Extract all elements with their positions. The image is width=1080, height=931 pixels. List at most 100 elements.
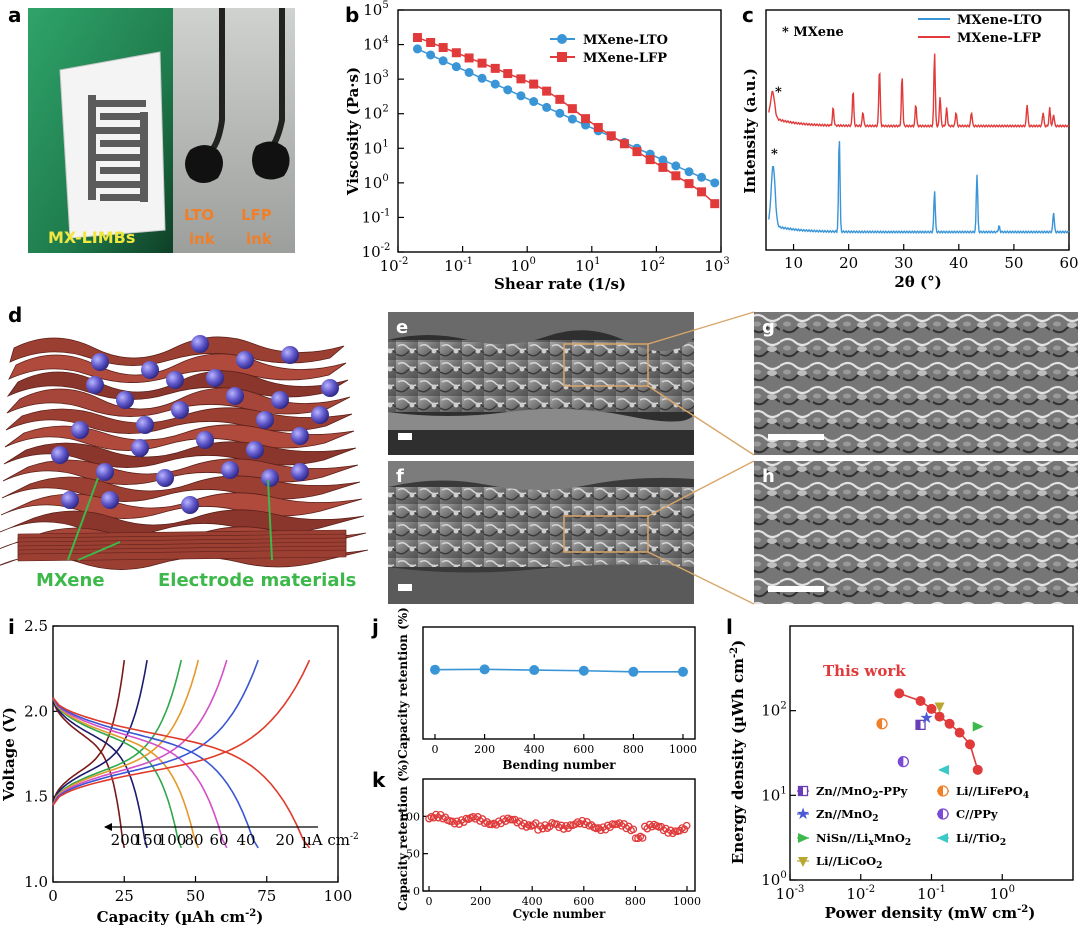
k-point <box>457 816 466 824</box>
b-point-MXene-LFP <box>645 155 655 165</box>
electrode-particle <box>311 406 329 424</box>
electrode-particle <box>256 411 274 429</box>
j-xtick-label: 600 <box>573 743 594 756</box>
chart-k-xlabel: Cycle number <box>513 907 606 921</box>
i-charge-curve-20 <box>52 659 311 806</box>
panel-a-photo: MX-LIMBs LTO ink LFP ink <box>28 8 295 253</box>
l-legend-label: Zn//MnO2 <box>816 807 879 824</box>
b-ytick-label: 102 <box>363 104 388 123</box>
b-point-MXene-LTO <box>710 178 720 188</box>
i-current-label: 80 <box>184 831 203 849</box>
chart-l-ylabel: Energy density (µWh cm-2) <box>729 640 747 864</box>
i-xtick-label: 0 <box>48 887 58 905</box>
b-point-MXene-LTO <box>438 56 448 66</box>
b-point-MXene-LFP <box>632 147 642 157</box>
c-xtick-label: 30 <box>894 254 913 272</box>
scale-bar-e <box>398 433 412 440</box>
b-ytick-label: 103 <box>363 69 388 88</box>
panel-label-i: i <box>8 615 15 639</box>
j-point <box>430 664 440 675</box>
l-xtick-label: 10-1 <box>917 884 946 903</box>
b-xtick-label: 10-1 <box>444 256 473 275</box>
l-ytick-label: 100 <box>761 870 786 889</box>
electrode-particle <box>281 346 299 364</box>
l-legend-label: C//PPy <box>956 807 998 821</box>
chart-j-frame <box>422 626 696 740</box>
k-xtick-label: 0 <box>426 895 433 908</box>
k-point <box>515 817 524 826</box>
b-point-MXene-LFP <box>464 53 474 63</box>
k-point <box>455 820 464 828</box>
b-point-MXene-LFP <box>606 131 616 141</box>
chart-b-frame <box>397 9 722 253</box>
electrode-particle <box>96 463 114 481</box>
b-ytick-label: 100 <box>363 173 388 192</box>
j-point <box>628 666 639 677</box>
mxene-pointer <box>67 477 99 561</box>
b-point-MXene-LFP <box>426 37 436 47</box>
b-point-MXene-LFP <box>684 179 694 189</box>
i-xtick-label: 50 <box>186 887 205 905</box>
legend-label-lto: MXene-LTO <box>583 33 668 48</box>
j-xtick-label: 200 <box>474 743 495 756</box>
i-current-label: 60 <box>209 831 228 849</box>
i-xtick-label: 100 <box>324 887 353 905</box>
panel-h-sem <box>754 461 1078 604</box>
l-legend-label: Zn//MnO2-PPy <box>816 784 908 801</box>
chart-c-ylabel: Intensity (a.u.) <box>741 68 759 194</box>
b-point-MXene-LTO <box>516 91 526 101</box>
b-xtick-label: 103 <box>704 256 729 275</box>
lto-ink-label: ink <box>189 230 216 248</box>
panel-label-k: k <box>372 768 386 792</box>
b-point-MXene-LFP <box>658 162 668 172</box>
b-point-MXene-LTO <box>671 161 681 171</box>
i-charge-curve-40 <box>52 659 259 806</box>
l-xtick-label: 100 <box>990 884 1015 903</box>
k-point <box>476 817 484 825</box>
zoom-line-e-top <box>647 311 755 345</box>
electrode-particle <box>51 446 69 464</box>
k-point <box>594 824 603 832</box>
l-ytick-label: 101 <box>761 785 786 804</box>
l-this-work-point <box>915 696 926 707</box>
b-point-MXene-LTO <box>529 97 539 107</box>
b-ytick-label: 105 <box>363 0 388 19</box>
l-this-work-point <box>972 764 983 775</box>
l-this-work-point <box>926 703 937 714</box>
k-point <box>450 819 459 828</box>
i-ytick-label: 1.0 <box>24 873 48 891</box>
electrode-particle <box>246 441 264 459</box>
mx-limbs-label: MX-LIMBs <box>48 228 135 247</box>
lto-label: LTO <box>184 206 214 224</box>
l-legend-label: NiSn//LixMnO2 <box>816 831 911 848</box>
electrode-materials-label: Electrode materials <box>158 570 356 591</box>
b-point-MXene-LTO <box>567 114 577 124</box>
k-point <box>629 825 638 834</box>
zoom-line-f-bottom <box>647 551 755 605</box>
panel-label-a: a <box>8 3 22 27</box>
i-discharge-curve-80 <box>52 697 200 849</box>
b-ytick-label: 10-1 <box>362 207 391 226</box>
panel-label-d: d <box>8 303 22 327</box>
mxene-peak-star-lfp: * <box>775 85 782 100</box>
b-line-MXene-LTO <box>417 48 716 184</box>
c-xtick-label: 60 <box>1059 254 1078 272</box>
lfp-ink-label: ink <box>246 230 273 248</box>
panel-label-e: e <box>396 317 408 338</box>
l-legend-marker <box>798 857 808 867</box>
i-current-label: 200 <box>111 831 140 849</box>
scale-bar-f <box>398 584 412 591</box>
l-point-NiSnLi <box>972 721 984 732</box>
electrode-particle <box>291 463 309 481</box>
chart-c-xlabel: 2θ (°) <box>894 273 941 291</box>
j-point <box>578 665 589 676</box>
panel-e-sem <box>388 312 694 455</box>
k-point <box>448 817 457 826</box>
chart-b-xlabel: Shear rate (1/s) <box>494 275 626 293</box>
legend-marker-lfp <box>557 52 567 62</box>
j-xtick-label: 800 <box>623 743 644 756</box>
electrode-particle <box>141 361 159 379</box>
c-xtick-label: 40 <box>949 254 968 272</box>
lfp-ink-drop <box>252 141 290 180</box>
i-current-label: 150 <box>134 831 163 849</box>
